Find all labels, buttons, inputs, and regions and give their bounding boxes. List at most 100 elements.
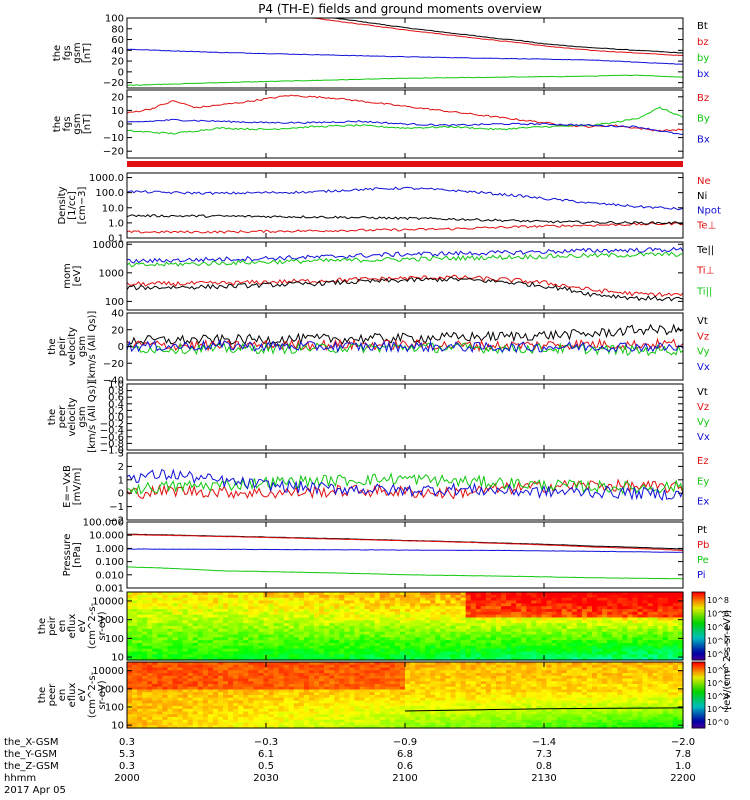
heatmap-cell	[127, 597, 133, 602]
heatmap-cell	[329, 634, 335, 638]
heatmap-cell	[501, 651, 507, 655]
heatmap-cell	[495, 664, 502, 669]
heatmap-cell	[182, 603, 189, 607]
heatmap-cell	[308, 697, 315, 702]
heatmap-cell	[516, 717, 522, 721]
heatmap-cell	[566, 623, 573, 627]
heatmap-cell	[303, 634, 310, 638]
heatmap-cell	[627, 631, 634, 636]
heatmap-cell	[187, 703, 194, 707]
heatmap-cell	[435, 648, 441, 653]
heatmap-cell	[384, 706, 391, 710]
heatmap-cell	[566, 651, 573, 655]
heatmap-cell	[248, 651, 254, 655]
heatmap-cell	[546, 592, 553, 596]
heatmap-cell	[561, 640, 568, 644]
heatmap-cell	[283, 614, 290, 619]
heatmap-cell	[268, 631, 275, 636]
heatmap-cell	[440, 651, 447, 655]
heatmap-cell	[571, 611, 578, 616]
heatmap-cell	[142, 711, 148, 715]
y-tick-label: −0.6	[100, 432, 124, 443]
heatmap-cell	[228, 670, 234, 674]
heatmap-cell	[526, 700, 532, 704]
heatmap-cell	[197, 684, 204, 688]
heatmap-cell	[278, 597, 285, 602]
heatmap-cell	[339, 725, 345, 729]
heatmap-cell	[440, 628, 447, 633]
heatmap-cell	[212, 592, 219, 596]
heatmap-cell	[268, 692, 275, 696]
heatmap-cell	[228, 697, 234, 702]
heatmap-cell	[526, 678, 532, 682]
heatmap-cell	[303, 603, 310, 607]
heatmap-cell	[475, 725, 482, 729]
heatmap-cell	[541, 692, 548, 696]
heatmap-cell	[268, 603, 275, 607]
heatmap-cell	[187, 678, 194, 682]
heatmap-cell	[597, 597, 603, 602]
heatmap-cell	[592, 603, 598, 607]
heatmap-cell	[576, 594, 583, 599]
heatmap-cell	[152, 592, 158, 596]
heatmap-cell	[207, 597, 214, 602]
heatmap-cell	[430, 697, 436, 702]
heatmap-cell	[369, 681, 376, 685]
heatmap-cell	[152, 719, 158, 724]
heatmap-cell	[202, 626, 209, 630]
heatmap-cell	[602, 645, 608, 650]
heatmap-cell	[425, 640, 431, 644]
heatmap-cell	[258, 670, 265, 674]
heatmap-cell	[405, 700, 411, 704]
y-axis-label: thepeervelocitygsm[km/s (All Qs)]	[47, 381, 98, 453]
heatmap-cell	[263, 603, 270, 607]
heatmap-cell	[293, 654, 300, 658]
heatmap-cell	[501, 614, 507, 619]
y-tick-label: −20	[103, 359, 124, 370]
heatmap-cell	[354, 600, 361, 604]
heatmap-cell	[202, 640, 209, 644]
heatmap-cell	[445, 631, 452, 636]
heatmap-cell	[314, 606, 320, 610]
heatmap-cell	[349, 594, 356, 599]
heatmap-cell	[379, 606, 386, 610]
heatmap-cell	[187, 606, 194, 610]
heatmap-cell	[369, 700, 376, 704]
heatmap-cell	[440, 711, 447, 715]
heatmap-cell	[399, 719, 406, 724]
panel-peir_eflux: 10000100010010thepeirenefluxeV(cm^2-s-sr…	[37, 591, 684, 664]
heatmap-cell	[212, 719, 219, 724]
heatmap-cell	[293, 684, 300, 688]
heatmap-cell	[334, 689, 340, 693]
heatmap-cell	[536, 714, 543, 718]
heatmap-cell	[379, 643, 386, 647]
heatmap-cell	[283, 678, 290, 682]
heatmap-cell	[303, 675, 310, 680]
heatmap-cell	[278, 717, 285, 721]
heatmap-cell	[238, 643, 244, 647]
heatmap-cell	[480, 678, 487, 682]
heatmap-cell	[217, 719, 224, 724]
heatmap-cell	[339, 719, 345, 724]
heatmap-cell	[167, 651, 174, 655]
heatmap-cell	[389, 620, 396, 624]
heatmap-cell	[273, 637, 280, 641]
heatmap-cell	[480, 695, 487, 699]
heatmap-cell	[521, 640, 527, 644]
heatmap-cell	[329, 695, 335, 699]
heatmap-cell	[455, 600, 462, 604]
heatmap-cell	[147, 603, 153, 607]
heatmap-cell	[465, 664, 472, 669]
heatmap-cell	[405, 711, 411, 715]
heatmap-cell	[207, 645, 214, 650]
heatmap-cell	[162, 637, 169, 641]
heatmap-cell	[374, 603, 381, 607]
heatmap-cell	[233, 664, 239, 669]
heatmap-cell	[268, 670, 275, 674]
heatmap-cell	[384, 700, 391, 704]
heatmap-cell	[248, 670, 254, 674]
heatmap-cell	[617, 623, 623, 627]
heatmap-cell	[177, 673, 184, 677]
heatmap-cell	[642, 592, 649, 596]
heatmap-cell	[137, 620, 143, 624]
